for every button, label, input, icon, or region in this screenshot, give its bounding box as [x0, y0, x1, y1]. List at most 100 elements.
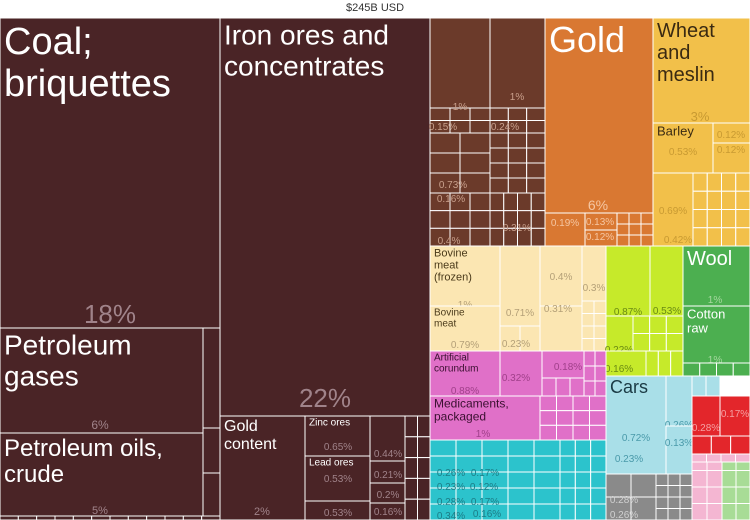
treemap-subtile	[640, 234, 654, 247]
treemap-subtile	[721, 172, 737, 192]
treemap-subtile	[533, 487, 561, 505]
treemap-subtile	[640, 223, 654, 236]
treemap-subtile	[526, 162, 546, 179]
treemap-subtile	[404, 457, 418, 479]
tile-value-small: 0.12%	[717, 145, 745, 156]
treemap-subtile	[732, 362, 750, 377]
treemap-subtile	[721, 209, 737, 229]
treemap-subtile	[559, 503, 576, 520]
treemap-subtile	[655, 496, 669, 509]
treemap-subtile	[691, 435, 712, 455]
tile-label-cotton: raw	[687, 321, 709, 336]
treemap-subtile	[679, 473, 693, 486]
treemap-subtile	[526, 107, 546, 121]
treemap-subtile	[201, 515, 221, 520]
treemap-subtile	[706, 453, 722, 463]
tile-label-gold-content: Gold	[224, 418, 258, 435]
treemap-subtile	[720, 453, 736, 463]
treemap-subtile	[574, 471, 592, 489]
tile-value-small: 1%	[453, 102, 468, 113]
treemap-subtile	[667, 508, 681, 520]
treemap-subtile	[455, 439, 483, 457]
treemap-subtile	[429, 18, 491, 109]
treemap-subtile	[489, 192, 505, 212]
tile-label-wheat: meslin	[657, 64, 715, 86]
tile-value-bovine-meat: 0.79%	[451, 340, 479, 351]
treemap-subtile	[559, 471, 576, 489]
treemap-subtile	[679, 485, 693, 498]
treemap-subtile	[735, 227, 750, 247]
treemap-subtile	[404, 498, 418, 520]
treemap-subtile	[459, 152, 491, 174]
treemap-subtile	[735, 209, 750, 229]
treemap-subtile	[109, 515, 129, 520]
treemap-subtile	[489, 107, 509, 121]
tile-value-small: 0.53%	[653, 306, 681, 317]
treemap-subtile	[710, 435, 732, 455]
tile-value-small: 0.12%	[470, 482, 498, 493]
treemap-subtile	[616, 234, 630, 247]
tile-value-min-d: 0.2%	[377, 490, 400, 501]
tile-label-wheat: Wheat	[657, 20, 715, 42]
treemap-subtile	[583, 365, 596, 382]
tile-label-medicaments: packaged	[434, 410, 486, 424]
treemap-subtile	[507, 455, 535, 473]
tile-label-coal: Coal;	[4, 21, 93, 63]
treemap-subtile	[489, 210, 505, 229]
treemap-subtile	[583, 380, 596, 397]
treemap-subtile	[533, 439, 561, 457]
treemap-subtile	[581, 300, 595, 314]
treemap-subtile	[605, 245, 651, 317]
treemap-subtile	[459, 132, 491, 154]
tile-value-small: 0.17%	[721, 409, 749, 420]
treemap-subtile	[556, 410, 574, 426]
tile-value-small: 0.3%	[583, 283, 606, 294]
treemap-subtile	[202, 327, 221, 429]
tile-label-bovine-meat: Bovine	[434, 308, 465, 319]
treemap-subtile	[699, 362, 717, 377]
treemap-subtile	[569, 377, 585, 397]
tile-label-corundum: corundum	[434, 364, 478, 375]
treemap-subtile	[489, 132, 509, 149]
tile-value-small: 0.23%	[615, 454, 643, 465]
treemap-subtile	[590, 471, 607, 489]
tile-label-wool: Wool	[687, 248, 732, 270]
treemap-subtile	[706, 503, 723, 520]
treemap-subtile	[691, 453, 707, 463]
tile-value-wheat: 3%	[691, 109, 710, 124]
treemap-subtile	[692, 172, 708, 192]
treemap-subtile	[572, 395, 590, 412]
treemap-subtile	[630, 473, 657, 498]
treemap-subtile	[735, 190, 750, 210]
treemap-subtile	[202, 427, 221, 474]
treemap-subtile	[507, 147, 528, 164]
treemap-subtile	[665, 425, 693, 475]
treemap-subtile	[655, 473, 669, 486]
tile-corundum	[429, 350, 501, 397]
treemap-subtile	[682, 362, 701, 377]
treemap-subtile	[556, 395, 574, 412]
tile-value-small: 0.31%	[544, 304, 572, 315]
tile-value-small: 0.16%	[605, 364, 633, 375]
treemap-subtile	[429, 152, 461, 174]
treemap-subtile	[526, 132, 546, 149]
treemap-subtile	[503, 192, 518, 212]
tile-label-gold-content: content	[224, 436, 277, 453]
treemap-subtile	[404, 477, 418, 500]
treemap-subtile	[691, 486, 708, 504]
treemap-subtile	[590, 439, 607, 457]
treemap-subtile	[489, 147, 509, 164]
treemap-subtile	[593, 325, 607, 339]
treemap-subtile	[469, 192, 491, 212]
tile-value-small: 0.12%	[717, 130, 745, 141]
tile-value-min-e: 0.16%	[374, 507, 402, 518]
tile-label-iron-ores: Iron ores and	[224, 20, 389, 51]
treemap-subtile	[706, 470, 723, 488]
treemap-subtile	[721, 190, 737, 210]
tile-value-small: 0.18%	[554, 362, 582, 373]
treemap-subtile	[590, 503, 607, 520]
treemap-subtile	[665, 333, 684, 352]
treemap-subtile	[605, 350, 647, 377]
treemap-subtile	[54, 515, 74, 520]
